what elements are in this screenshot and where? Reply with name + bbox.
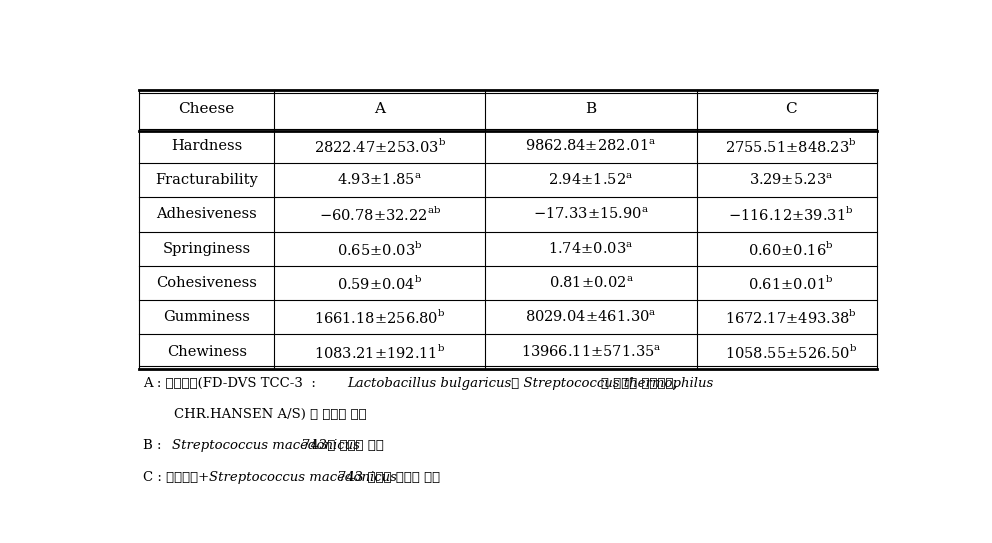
Text: 0.81±0.02$^{\mathregular{a}}$: 0.81±0.02$^{\mathregular{a}}$ — [549, 275, 634, 291]
Text: B :: B : — [143, 439, 162, 452]
Text: Adhesiveness: Adhesiveness — [157, 207, 257, 222]
Text: Cohesiveness: Cohesiveness — [156, 276, 257, 290]
Text: 1083.21±192.11$^{\mathregular{b}}$: 1083.21±192.11$^{\mathregular{b}}$ — [313, 343, 445, 361]
Text: Cheese: Cheese — [179, 103, 235, 117]
Text: A: A — [374, 103, 385, 117]
Text: 2755.51±848.23$^{\mathregular{b}}$: 2755.51±848.23$^{\mathregular{b}}$ — [725, 137, 857, 155]
Text: 13966.11±571.35$^{\mathregular{a}}$: 13966.11±571.35$^{\mathregular{a}}$ — [521, 344, 662, 359]
Text: 743로 제조된 치즈: 743로 제조된 치즈 — [302, 439, 384, 452]
Text: 3.29±5.23$^{\mathregular{a}}$: 3.29±5.23$^{\mathregular{a}}$ — [749, 172, 833, 188]
Text: Hardness: Hardness — [171, 139, 242, 153]
Text: 1661.18±256.80$^{\mathregular{b}}$: 1661.18±256.80$^{\mathregular{b}}$ — [314, 308, 445, 326]
Text: Streptococcus macedonicus: Streptococcus macedonicus — [208, 471, 397, 484]
Text: 9862.84±282.01$^{\mathregular{a}}$: 9862.84±282.01$^{\mathregular{a}}$ — [526, 138, 657, 154]
Text: 2.94±1.52$^{\mathregular{a}}$: 2.94±1.52$^{\mathregular{a}}$ — [549, 172, 634, 188]
Text: Lactobacillus bulgaricus숱 Streptococcus thermophilus: Lactobacillus bulgaricus숱 Streptococcus … — [347, 377, 713, 390]
Text: 로 구성된 혼합균주,: 로 구성된 혼합균주, — [601, 377, 678, 390]
Text: 0.61±0.01$^{\mathregular{b}}$: 0.61±0.01$^{\mathregular{b}}$ — [748, 274, 833, 292]
Text: −116.12±39.31$^{\mathregular{b}}$: −116.12±39.31$^{\mathregular{b}}$ — [728, 205, 854, 223]
Text: 8029.04±461.30$^{\mathregular{a}}$: 8029.04±461.30$^{\mathregular{a}}$ — [525, 310, 657, 325]
Text: 1672.17±493.38$^{\mathregular{b}}$: 1672.17±493.38$^{\mathregular{b}}$ — [725, 308, 857, 326]
Text: 1058.55±526.50$^{\mathregular{b}}$: 1058.55±526.50$^{\mathregular{b}}$ — [725, 343, 857, 361]
Text: 0.59±0.04$^{\mathregular{b}}$: 0.59±0.04$^{\mathregular{b}}$ — [337, 274, 423, 292]
Text: 4.93±1.85$^{\mathregular{a}}$: 4.93±1.85$^{\mathregular{a}}$ — [337, 172, 422, 188]
Text: 743 균주로 제조된 치즈: 743 균주로 제조된 치즈 — [337, 471, 439, 484]
Text: C : 상업균주+: C : 상업균주+ — [143, 471, 209, 484]
Text: B: B — [585, 103, 596, 117]
Text: −60.78±32.22$^{\mathregular{ab}}$: −60.78±32.22$^{\mathregular{ab}}$ — [318, 205, 440, 223]
Text: Springiness: Springiness — [163, 242, 251, 256]
Text: Streptococcus macedonicus: Streptococcus macedonicus — [173, 439, 360, 452]
Text: −17.33±15.90$^{\mathregular{a}}$: −17.33±15.90$^{\mathregular{a}}$ — [533, 206, 649, 223]
Text: CHR.HANSEN A/S) 로 제조된 치즈: CHR.HANSEN A/S) 로 제조된 치즈 — [174, 408, 367, 421]
Text: Gumminess: Gumminess — [164, 310, 250, 324]
Text: 2822.47±253.03$^{\mathregular{b}}$: 2822.47±253.03$^{\mathregular{b}}$ — [313, 137, 445, 155]
Text: 0.65±0.03$^{\mathregular{b}}$: 0.65±0.03$^{\mathregular{b}}$ — [337, 239, 423, 258]
Text: Fracturability: Fracturability — [156, 173, 258, 187]
Text: 1.74±0.03$^{\mathregular{a}}$: 1.74±0.03$^{\mathregular{a}}$ — [549, 241, 634, 257]
Text: Chewiness: Chewiness — [167, 345, 247, 358]
Text: 0.60±0.16$^{\mathregular{b}}$: 0.60±0.16$^{\mathregular{b}}$ — [748, 239, 833, 258]
Text: C: C — [785, 103, 797, 117]
Text: A : 상업균주(FD-DVS TCC-3  :: A : 상업균주(FD-DVS TCC-3 : — [143, 377, 316, 390]
